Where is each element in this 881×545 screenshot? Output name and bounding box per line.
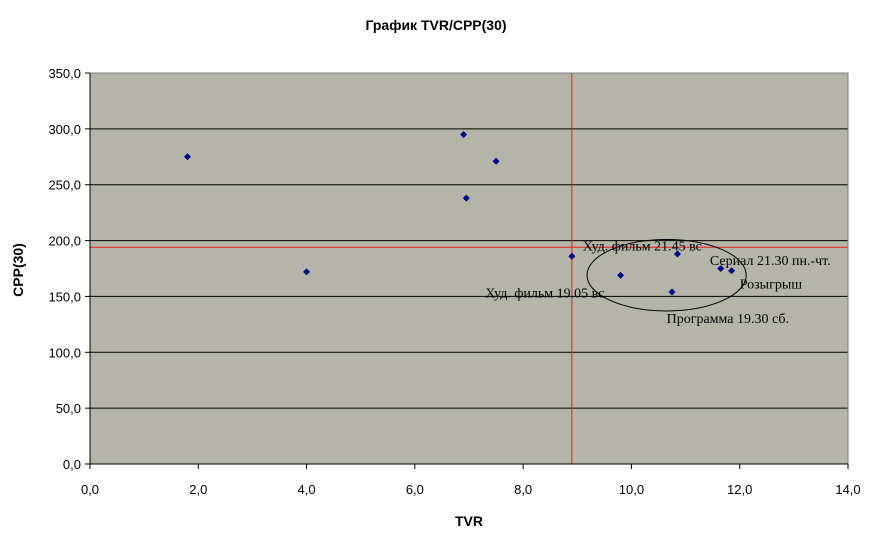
x-tick-label: 4,0 [298,482,316,497]
data-point [183,153,191,161]
data-point [460,130,468,138]
data-point [462,194,470,202]
data-points [183,130,736,296]
y-tick-label: 350,0 [48,66,81,81]
data-point [728,267,736,275]
y-tick-labels: 0,0 50,0 100,0 150,0 200,0 250,0 300,0 350,0 [48,66,81,472]
x-axis-title: TVR [455,513,483,529]
annotation-label: Программа 19.30 сб. [667,312,789,327]
x-tick-label: 14,0 [835,482,860,497]
data-point [303,268,311,276]
x-tick-label: 0,0 [81,482,99,497]
data-point [717,265,725,272]
x-tick-label: 6,0 [406,482,424,497]
reference-lines [90,73,848,464]
chart-title: График TVR/CPP(30) [365,17,506,33]
y-tick-label: 300,0 [48,122,81,137]
x-tick-label: 2,0 [189,482,207,497]
annotation-label: Худ. фильм 21.45 вс [583,240,702,255]
y-tick-label: 150,0 [48,289,81,304]
axes [85,72,849,469]
data-point [568,252,576,260]
annotation-label: Сериал 21.30 пн.-чт. [710,254,831,269]
annotations: Худ. фильм 21.45 вс Сериал 21.30 пн.-чт. Р… [485,240,830,328]
x-tick-labels: 0,0 2,0 4,0 6,0 8,0 10,0 12,0 14,0 [81,482,861,497]
y-axis-title: CPP(30) [10,243,26,297]
y-tick-label: 0,0 [63,457,81,472]
annotation-label: Худ. фильм 19.05 вс [485,287,604,302]
x-tick-label: 10,0 [619,482,644,497]
y-tick-label: 250,0 [48,178,81,193]
highlight-ellipse [586,238,747,312]
annotation-label: Розыгрыш [740,278,803,293]
y-tick-label: 50,0 [56,401,81,416]
y-tick-label: 200,0 [48,234,81,249]
data-point [673,250,681,258]
data-point [668,288,676,296]
y-tick-label: 100,0 [48,345,81,360]
data-point [617,271,625,279]
data-point [492,157,500,165]
x-tick-label: 8,0 [514,482,532,497]
x-tick-label: 12,0 [727,482,752,497]
